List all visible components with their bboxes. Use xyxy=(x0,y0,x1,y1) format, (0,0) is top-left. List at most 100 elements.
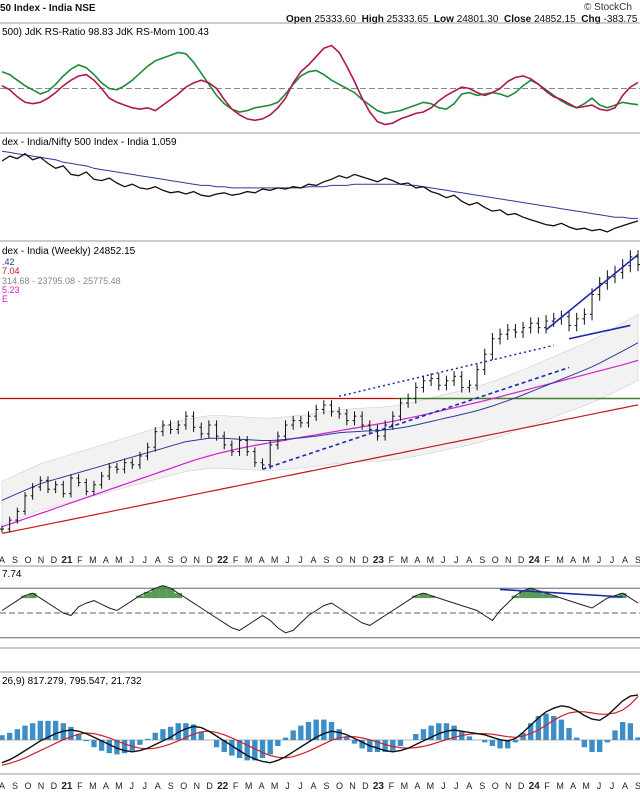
rsi-overbought-fill xyxy=(542,593,550,599)
stockcharts-logo: © StockCh xyxy=(584,2,632,13)
rsi-panel xyxy=(0,585,640,639)
x-tick-label: M xyxy=(427,555,435,565)
macd-histogram-bar xyxy=(229,740,235,756)
macd-histogram-bar xyxy=(75,734,82,740)
legend-value-1: .42 xyxy=(2,257,15,267)
x-tick-label: J xyxy=(298,555,303,565)
macd-histogram-bar xyxy=(37,720,43,740)
macd-histogram-bar xyxy=(22,725,28,740)
macd-histogram-bar xyxy=(244,740,250,761)
macd-histogram-bar xyxy=(91,740,97,748)
x-tick-label: A xyxy=(622,781,628,791)
macd-histogram-bar xyxy=(413,734,419,740)
chart-title: 50 Index - India NSE xyxy=(0,3,96,14)
x-tick-label: 24 xyxy=(529,781,541,792)
macd-histogram-bar xyxy=(589,740,595,752)
low-value: 24801.30 xyxy=(456,14,499,25)
x-tick-label: N xyxy=(505,781,512,791)
x-tick-label: 23 xyxy=(373,781,385,792)
macd-histogram-bar xyxy=(574,737,580,740)
x-tick-label: J xyxy=(130,555,135,565)
macd-histogram-bar xyxy=(144,738,151,740)
ratio-panel-title: dex - India/Nifty 500 Index - India 1.05… xyxy=(2,137,177,148)
x-tick-label: N xyxy=(38,781,45,791)
x-tick-label: M xyxy=(401,555,409,565)
macd-histogram-bar xyxy=(551,716,557,740)
x-tick-label: M xyxy=(89,555,97,565)
chart-header: 50 Index - India NSE Open 25333.60 High … xyxy=(0,0,640,26)
x-tick-label: N xyxy=(505,555,512,565)
x-tick-label: 21 xyxy=(61,555,73,566)
x-tick-label: S xyxy=(479,555,485,565)
x-tick-label: 21 xyxy=(61,781,73,792)
x-axis-upper: A S O N D 21 F M A M J J A S O N D 22 F M A M J J A S O N D 23 F M A M J J A… xyxy=(0,555,640,566)
x-tick-label: J xyxy=(298,781,303,791)
rsi-overbought-fill xyxy=(21,595,29,599)
x-tick-label: D xyxy=(51,781,58,791)
x-tick-label: A xyxy=(414,781,420,791)
macd-histogram-bar xyxy=(581,740,588,748)
x-tick-label: D xyxy=(51,555,58,565)
x-tick-label: J xyxy=(454,555,459,565)
x-tick-label: J xyxy=(597,555,602,565)
macd-histogram-bar xyxy=(0,735,5,740)
macd-histogram-bar xyxy=(129,740,135,751)
macd-histogram-bar xyxy=(183,723,189,740)
open-value: 25333.60 xyxy=(314,14,357,25)
x-tick-label: N xyxy=(349,555,356,565)
macd-panel xyxy=(0,694,640,766)
macd-histogram-bar xyxy=(275,740,281,746)
macd-histogram-bar xyxy=(344,736,350,740)
x-tick-label: A xyxy=(311,781,317,791)
x-tick-label: S xyxy=(635,781,640,791)
rising-support-dashed xyxy=(262,366,570,471)
x-tick-label: D xyxy=(362,781,369,791)
x-tick-label: O xyxy=(492,781,499,791)
x-tick-label: S xyxy=(12,555,18,565)
x-tick-label: F xyxy=(389,781,395,791)
x-tick-label: D xyxy=(518,555,525,565)
rsi-overbought-fill xyxy=(419,593,428,599)
macd-histogram-bar xyxy=(167,726,174,740)
rsi-overbought-fill xyxy=(136,595,144,599)
rsi-overbought-fill xyxy=(143,591,152,599)
macd-histogram-bar xyxy=(382,740,388,752)
dotted-trendline xyxy=(338,344,554,397)
x-tick-label: J xyxy=(441,781,446,791)
rsi-panel-title: 7.74 xyxy=(2,569,22,580)
ratio-panel xyxy=(1,150,639,233)
macd-histogram-bar xyxy=(83,740,89,742)
x-tick-label: M xyxy=(556,555,564,565)
rsi-overbought-fill xyxy=(166,588,175,599)
macd-histogram-bar xyxy=(175,723,181,740)
macd-histogram-bar xyxy=(566,728,572,740)
x-tick-label: D xyxy=(518,781,525,791)
macd-histogram-bar xyxy=(597,740,603,752)
macd-histogram-bar xyxy=(627,723,634,740)
macd-histogram-bar xyxy=(558,719,565,740)
macd-histogram-bar xyxy=(29,723,36,740)
x-tick-label: S xyxy=(479,781,485,791)
macd-histogram-bar xyxy=(298,725,304,740)
macd-histogram-bar xyxy=(528,723,534,740)
x-tick-label: M xyxy=(556,781,564,791)
macd-histogram-bar xyxy=(282,737,289,740)
x-tick-label: J xyxy=(597,781,602,791)
high-value: 25333.65 xyxy=(386,14,429,25)
x-tick-label: J xyxy=(285,555,290,565)
price-panel-title: dex - India (Weekly) 24852.15 xyxy=(2,246,136,257)
x-tick-label: A xyxy=(0,555,5,565)
x-axis-lower: A S O N D 21 F M A M J J A S O N D 22 F M A M J J A S O N D 23 F M A M J J A… xyxy=(0,781,640,792)
macd-histogram-bar xyxy=(114,740,120,755)
macd-histogram-bar xyxy=(505,740,511,749)
ma-magenta-line xyxy=(1,359,639,528)
x-tick-label: N xyxy=(349,781,356,791)
macd-histogram-bar xyxy=(397,740,404,746)
macd-panel-title: 26,9) 817.279, 795.547, 21.732 xyxy=(2,676,142,687)
x-tick-label: S xyxy=(12,781,18,791)
x-tick-label: O xyxy=(492,555,499,565)
price-panel xyxy=(0,250,640,534)
macd-histogram-bar xyxy=(374,740,381,752)
macd-line xyxy=(1,694,639,764)
